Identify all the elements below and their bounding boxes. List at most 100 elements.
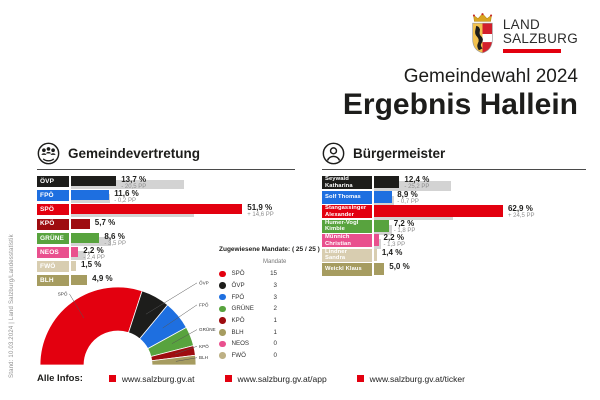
value-group: 1,4 % — [382, 248, 402, 257]
current-result-bar — [374, 248, 377, 261]
legend-mandate-count: 0 — [273, 352, 277, 360]
party-label: FPÖ — [37, 190, 69, 202]
link-salzburg-gv-at-app[interactable]: www.salzburg.gv.at/app — [224, 373, 327, 384]
legend-row: KPÖ 1 — [219, 315, 329, 327]
legend-row: GRÜNE 2 — [219, 303, 329, 315]
legend-party-label: BLH — [231, 328, 244, 336]
change-in-pp: - 20,5 PP — [121, 184, 147, 190]
slice-leader-line — [69, 293, 85, 319]
legend-row: ÖVP 3 — [219, 280, 329, 292]
party-label: Humer-Vogl Kimbie — [322, 219, 372, 233]
value-group: 51,9 % + 14,6 PP — [247, 203, 274, 218]
section-divider — [322, 169, 586, 170]
salzburg-crest-icon — [472, 13, 493, 54]
current-result-bar — [374, 205, 503, 217]
legend-row: NEOS 0 — [219, 338, 329, 350]
mandates-column-header: Mandate — [263, 259, 287, 265]
value-group: 5,7 % — [95, 218, 115, 227]
donut-slice-label: FPÖ — [199, 301, 209, 307]
mandates-title: Zugewiesene Mandate: ( 25 / 25 ) — [219, 246, 320, 253]
change-in-pp: - 1,8 PP — [393, 227, 416, 234]
legend-mandate-count: 3 — [273, 293, 277, 301]
donut-slice-label: SPÖ — [58, 290, 68, 296]
percent-value: 1,4 % — [381, 247, 403, 257]
value-group: 4,9 % — [92, 274, 112, 283]
party-label: BLH — [37, 275, 69, 287]
legend-row: BLH 1 — [219, 326, 329, 338]
status-note: Stand: 10.03.2024 | Land Salzburg/Landes… — [9, 234, 15, 378]
red-square-bullet-icon — [356, 375, 364, 382]
link-salzburg-gv-at[interactable]: www.salzburg.gv.at — [108, 373, 195, 384]
page-title: Ergebnis Hallein — [342, 88, 578, 121]
value-group: 11,6 % - 0,2 PP — [114, 189, 138, 204]
change-in-pp: - 1,3 PP — [383, 242, 406, 248]
percent-value: 62,9 % — [507, 204, 533, 213]
current-result-bar — [71, 204, 243, 215]
gemeindevertretung-bars: ÖVP 13,7 % - 20,5 PP FPÖ 11,6 % - 0,2 PP SPÖ 51… — [37, 175, 295, 287]
mayor-person-icon — [322, 142, 345, 164]
party-color-dot-icon — [219, 282, 226, 289]
party-label: FWÖ — [37, 261, 69, 273]
mandates-rows: SPÖ 15 ÖVP 3 FPÖ 3 GRÜNE 2 KPÖ 1 BLH 1 NEOS 0 FWÖ 0 — [219, 268, 329, 362]
legend-mandate-count: 3 — [273, 282, 277, 290]
result-row: KPÖ 5,7 % — [37, 218, 295, 230]
section-gemeindevertretung: Gemeindevertretung ÖVP 13,7 % - 20,5 PP FPÖ… — [37, 141, 295, 290]
election-subtitle: Gemeindewahl 2024 — [403, 66, 578, 87]
value-group: 8,6 % - 3,5 PP — [104, 232, 126, 247]
legend-row: FWÖ 0 — [219, 350, 329, 362]
legend-party-label: FWÖ — [231, 352, 246, 360]
link-text[interactable]: www.salzburg.gv.at/app — [237, 373, 327, 384]
percent-value: 8,6 % — [104, 231, 125, 241]
percent-value: 2,2 % — [383, 233, 404, 242]
current-result-bar — [374, 190, 393, 203]
donut-slice-label: KPÖ — [199, 343, 209, 349]
current-result-bar — [71, 275, 88, 286]
percent-value: 7,2 % — [393, 218, 415, 228]
percent-value: 5,7 % — [94, 217, 116, 227]
party-color-dot-icon — [219, 317, 226, 324]
council-group-icon — [37, 142, 60, 164]
percent-value: 5,0 % — [389, 262, 410, 271]
legend-row: SPÖ 15 — [219, 268, 329, 280]
buergermeister-bars: Seywald Katharina 12,4 % - 25,2 PP Solf Tho… — [322, 175, 586, 276]
donut-slice-SPÖ — [39, 286, 143, 366]
value-group: 13,7 % - 20,5 PP — [121, 175, 146, 190]
current-result-bar — [71, 246, 79, 257]
land-salzburg-logo: LAND SALZBURG — [469, 12, 578, 56]
change-in-pp: + 14,6 PP — [247, 212, 274, 219]
party-label: GRÜNE — [37, 232, 69, 244]
donut-slice-label: BLH — [199, 355, 208, 360]
link-salzburg-gv-at-ticker[interactable]: www.salzburg.gv.at/ticker — [356, 373, 465, 384]
slice-leader-line — [175, 357, 198, 362]
link-text[interactable]: www.salzburg.gv.at — [121, 373, 195, 384]
party-color-dot-icon — [219, 352, 226, 359]
value-group: 62,9 % + 24,5 PP — [508, 204, 535, 219]
slice-leader-line — [145, 282, 198, 315]
result-row: Weickl Klaus 5,0 % — [322, 262, 586, 276]
donut-slice-label: GRÜNE — [199, 326, 216, 332]
section-buergermeister: Bürgermeister Seywald Katharina 12,4 % - 2… — [322, 141, 586, 278]
percent-value: 11,6 % — [114, 189, 139, 199]
change-in-pp: - 3,5 PP — [104, 240, 127, 247]
result-row: ÖVP 13,7 % - 20,5 PP — [37, 175, 295, 190]
party-label: KPÖ — [37, 218, 69, 230]
legend-party-label: SPÖ — [231, 270, 245, 278]
slice-leader-line — [171, 329, 198, 344]
change-in-pp: - 0,7 PP — [397, 198, 419, 205]
party-label: SPÖ — [37, 204, 69, 216]
previous-result-bar — [71, 250, 87, 260]
party-label: Seywald Katharina — [322, 176, 372, 189]
percent-value: 51,9 % — [247, 203, 273, 213]
logo-text: LAND SALZBURG — [502, 17, 578, 47]
party-label: Münnich Christian — [322, 234, 372, 247]
party-label: Solf Thomas — [322, 190, 372, 204]
party-label: ÖVP — [37, 176, 69, 187]
section-title-buergermeister: Bürgermeister — [353, 145, 446, 161]
current-result-bar — [71, 176, 117, 186]
red-square-bullet-icon — [108, 375, 116, 382]
value-group: 2,2 % - 2,4 PP — [83, 246, 105, 261]
link-text[interactable]: www.salzburg.gv.at/ticker — [369, 373, 465, 384]
legend-row: FPÖ 3 — [219, 291, 329, 303]
legend-party-label: FPÖ — [231, 293, 245, 301]
previous-result-bar — [71, 180, 184, 189]
